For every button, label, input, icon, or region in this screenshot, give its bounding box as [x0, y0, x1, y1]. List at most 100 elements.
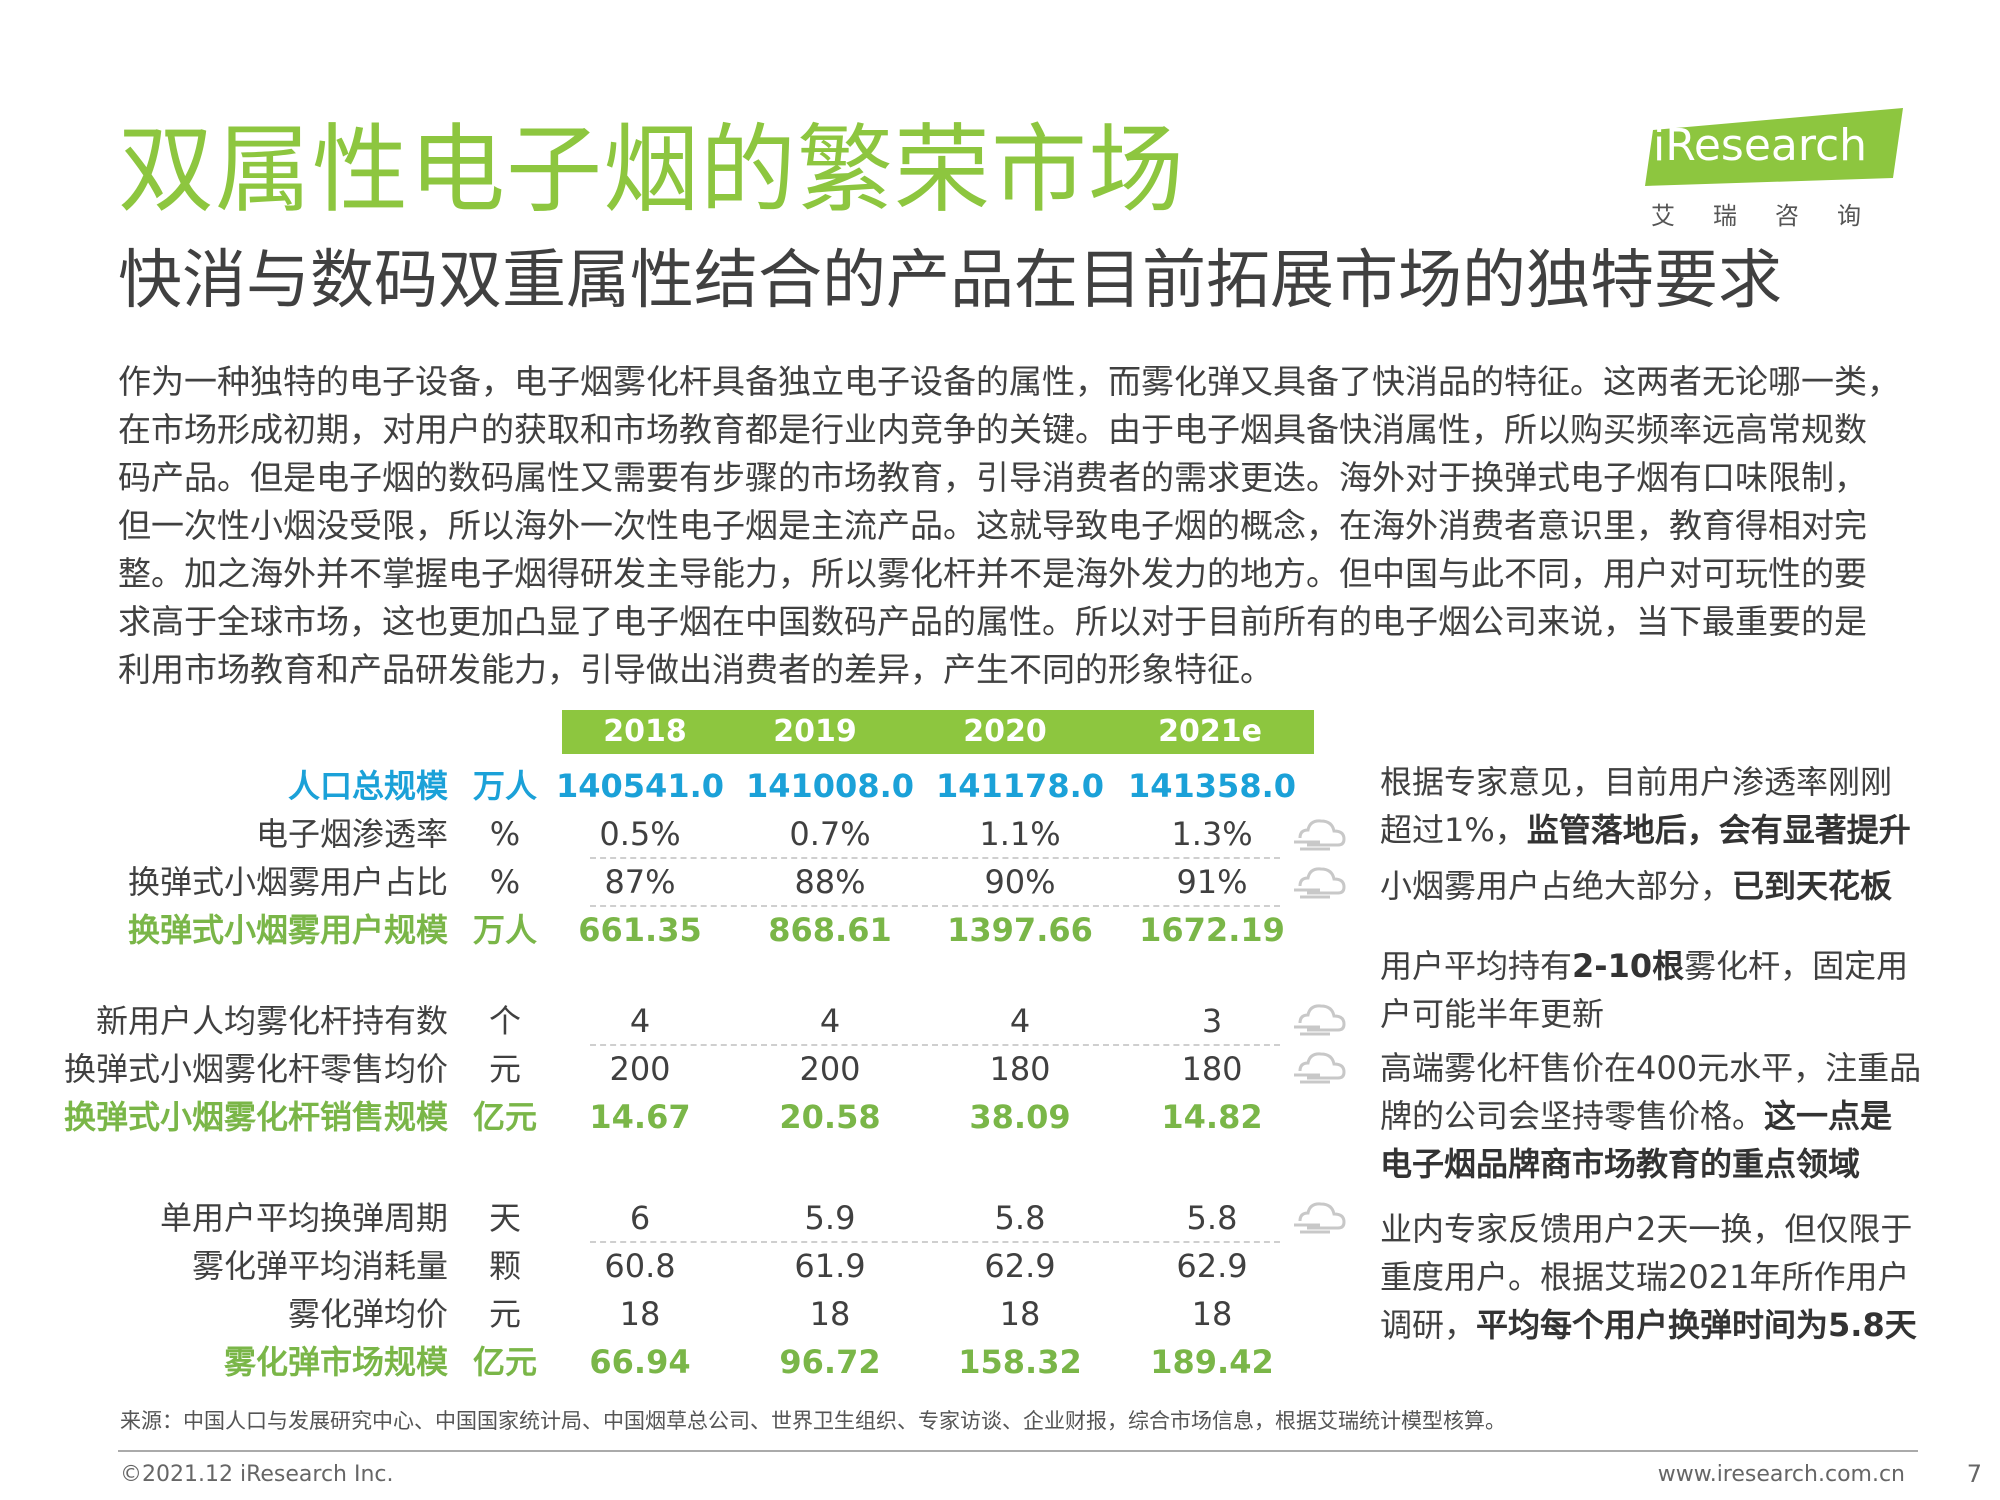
note-text: 调研，平均每个用户换弹时间为5.8天 [1380, 1301, 1940, 1349]
table-cell: 38.09 [969, 1098, 1071, 1136]
note-text: 用户平均持有 [1380, 947, 1573, 985]
note-text: 超过1%， [1380, 811, 1527, 849]
table-cell: 62.9 [1176, 1247, 1248, 1285]
row-unit: 颗 [488, 1247, 521, 1285]
year-header-2018: 2018 [603, 714, 687, 749]
table-cell: 18 [619, 1295, 661, 1333]
table-cell: 868.61 [768, 911, 892, 949]
row-label: 新用户人均雾化杆持有数 [95, 1002, 448, 1040]
table-cell: 5.9 [804, 1199, 856, 1237]
cloud-icon [1294, 819, 1346, 851]
note-text: 牌的公司会坚持零售价格。这一点是 [1380, 1092, 1940, 1140]
note-highlight: 电子烟品牌商市场教育的重点领域 [1380, 1145, 1861, 1183]
footer-divider [118, 1450, 1918, 1452]
note-text: 重度用户。根据艾瑞2021年所作用户 [1380, 1258, 1910, 1296]
table-cell: 90% [984, 863, 1056, 901]
row-label: 换弹式小烟雾化杆销售规模 [63, 1098, 448, 1136]
note-text: 用户平均持有2-10根雾化杆，固定用 [1380, 942, 1940, 990]
note-highlight: 这一点是 [1764, 1097, 1893, 1135]
body-line: 整。加之海外并不掌握电子烟得研发主导能力，所以雾化杆并不是海外发力的地方。但中国… [118, 554, 1867, 593]
table-cell: 180 [989, 1050, 1051, 1088]
row-divider [590, 1241, 1280, 1243]
logo-brand-text: iResearch [1653, 120, 1868, 171]
table-cell: 3 [1201, 1002, 1223, 1040]
row-unit: % [489, 863, 521, 901]
table-cell: 14.67 [589, 1098, 691, 1136]
note-text: 牌的公司会坚持零售价格。 [1380, 1097, 1765, 1135]
cloud-icon [1294, 867, 1346, 899]
table-cell: 18 [809, 1295, 851, 1333]
row-unit: 元 [488, 1050, 521, 1088]
table-cell: 87% [604, 863, 676, 901]
body-paragraph: 作为一种独特的电子设备，电子烟雾化杆具备独立电子设备的属性，而雾化弹又具备了快消… [118, 358, 1908, 694]
note-highlight-line: 电子烟品牌商市场教育的重点领域 [1380, 1140, 1940, 1188]
note-text: 调研， [1380, 1306, 1477, 1344]
row-divider [590, 1044, 1280, 1046]
note-user-share: 小烟雾用户占绝大部分，已到天花板 [1380, 862, 1940, 910]
table-cell: 18 [1191, 1295, 1233, 1333]
row-unit: 个 [488, 1002, 521, 1040]
table-cell: 4 [819, 1002, 841, 1040]
body-line: 码产品。但是电子烟的数码属性又需要有步骤的市场教育，引导消费者的需求更迭。海外对… [118, 458, 1867, 497]
table-cell: 158.32 [958, 1343, 1082, 1381]
note-text: 根据专家意见，目前用户渗透率刚刚 [1380, 763, 1893, 801]
table-cell: 141008.0 [745, 767, 914, 805]
iresearch-logo: iResearch 艾瑞咨询 [1645, 108, 1905, 238]
table-cell: 91% [1176, 863, 1248, 901]
note-highlight: 已到天花板 [1732, 867, 1893, 905]
page-title: 双属性电子烟的繁荣市场 [118, 114, 1185, 226]
table-cell: 6 [629, 1199, 651, 1237]
year-header-2020: 2020 [963, 714, 1047, 749]
table-cell: 62.9 [984, 1247, 1056, 1285]
note-text: 小烟雾用户占绝大部分，已到天花板 [1380, 862, 1940, 910]
row-unit: 亿元 [472, 1098, 537, 1136]
body-line: 利用市场教育和产品研发能力，引导做出消费者的差异，产生不同的形象特征。 [118, 650, 1273, 689]
table-cell: 18 [999, 1295, 1041, 1333]
table-cell: 66.94 [589, 1343, 691, 1381]
note-text: 小烟雾用户占绝大部分， [1380, 867, 1733, 905]
table-cell: 141358.0 [1127, 767, 1296, 805]
row-label: 换弹式小烟雾用户规模 [127, 911, 448, 949]
cloud-icon [1294, 1052, 1346, 1084]
logo-bar-icon [1645, 108, 1903, 186]
table-cell: 1.1% [979, 815, 1061, 853]
row-unit: 天 [488, 1199, 521, 1237]
table-cell: 1672.19 [1139, 911, 1285, 949]
footer-website[interactable]: www.iresearch.com.cn [1657, 1462, 1905, 1487]
page-subtitle: 快消与数码双重属性结合的产品在目前拓展市场的独特要求 [118, 244, 1782, 318]
table-cell: 61.9 [794, 1247, 866, 1285]
table-cell: 200 [609, 1050, 671, 1088]
body-line: 求高于全球市场，这也更加凸显了电子烟在中国数码产品的属性。所以对于目前所有的电子… [118, 602, 1867, 641]
table-cell: 661.35 [578, 911, 702, 949]
row-divider [590, 857, 1280, 859]
footer-copyright: ©2021.12 iResearch Inc. [120, 1462, 394, 1487]
note-highlight: 监管落地后，会有显著提升 [1526, 811, 1911, 849]
note-device-price: 高端雾化杆售价在400元水平，注重品 牌的公司会坚持零售价格。这一点是 电子烟品… [1380, 1044, 1940, 1188]
table-cell: 88% [794, 863, 866, 901]
row-label: 电子烟渗透率 [255, 815, 448, 853]
body-line: 在市场形成初期，对用户的获取和市场教育都是行业内竞争的关键。由于电子烟具备快消属… [118, 410, 1867, 449]
body-line: 但一次性小烟没受限，所以海外一次性电子烟是主流产品。这就导致电子烟的概念，在海外… [118, 506, 1867, 545]
logo-chinese-text: 艾瑞咨询 [1651, 202, 1899, 230]
table-cell: 189.42 [1150, 1343, 1274, 1381]
row-unit: % [489, 815, 521, 853]
cloud-icon [1294, 1004, 1346, 1036]
table-cell: 1397.66 [947, 911, 1093, 949]
table-cell: 96.72 [779, 1343, 881, 1381]
table-cell: 141178.0 [935, 767, 1104, 805]
table-cell: 5.8 [1186, 1199, 1238, 1237]
year-header-2019: 2019 [773, 714, 857, 749]
body-line: 作为一种独特的电子设备，电子烟雾化杆具备独立电子设备的属性，而雾化弹又具备了快消… [118, 362, 1900, 401]
row-label: 换弹式小烟雾用户占比 [127, 863, 448, 901]
table-cell: 20.58 [779, 1098, 881, 1136]
table-cell: 180 [1181, 1050, 1243, 1088]
table-cell: 14.82 [1161, 1098, 1263, 1136]
note-text: 超过1%，监管落地后，会有显著提升 [1380, 806, 1940, 854]
note-highlight: 2-10根 [1572, 947, 1685, 985]
row-label: 人口总规模 [287, 767, 448, 805]
row-label: 换弹式小烟雾化杆零售均价 [63, 1050, 448, 1088]
row-label: 雾化弹均价 [287, 1295, 448, 1333]
table-cell: 5.8 [994, 1199, 1046, 1237]
note-text: 户可能半年更新 [1380, 995, 1605, 1033]
table-cell: 140541.0 [555, 767, 724, 805]
